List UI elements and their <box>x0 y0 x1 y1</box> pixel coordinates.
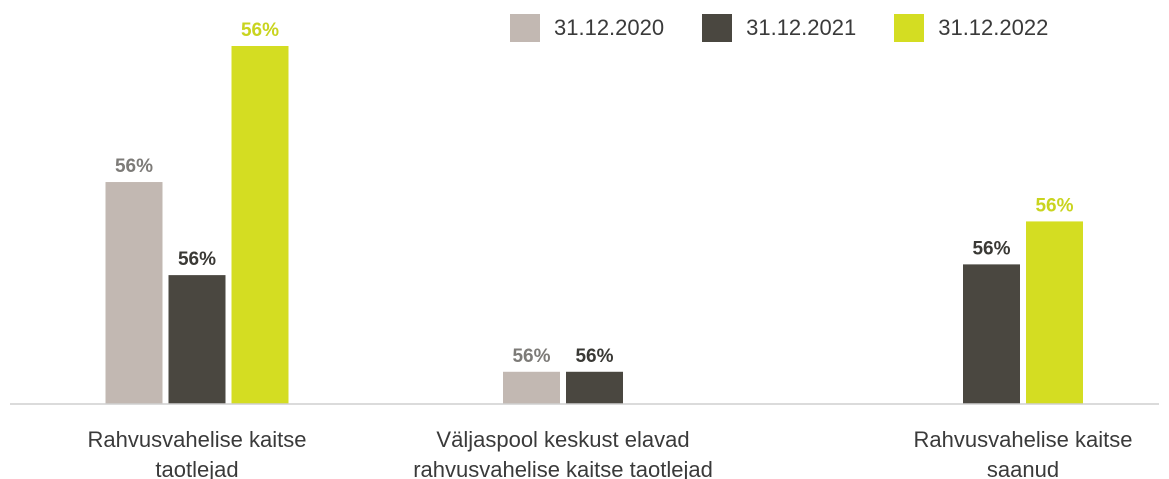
bar-31.12.2022-cat-0 <box>231 46 289 404</box>
data-label-31.12.2021-cat-1: 56% <box>575 346 613 367</box>
data-label-31.12.2021-cat-2: 56% <box>972 238 1010 259</box>
bar-31.12.2021-cat-0 <box>168 275 226 404</box>
bar-31.12.2021-cat-2 <box>963 264 1020 404</box>
legend-swatch-2020 <box>510 14 540 42</box>
bar-31.12.2021-cat-1 <box>566 371 623 404</box>
bars-group: 56% 56% 56% 56% 56% 56% 56% <box>105 20 1083 404</box>
data-label-31.12.2020-cat-0: 56% <box>115 156 153 177</box>
legend-item-2021: 31.12.2021 <box>702 14 856 42</box>
legend-label-2021: 31.12.2021 <box>746 15 857 40</box>
legend-item-2020: 31.12.2020 <box>510 14 664 42</box>
legend-swatch-2021 <box>702 14 733 42</box>
legend-swatch-2022 <box>894 14 925 42</box>
data-label-31.12.2022-cat-2: 56% <box>1035 195 1073 216</box>
category-label-1-line-0: Väljaspool keskust elavad <box>436 427 689 452</box>
category-label-1-line-1: rahvusvahelise kaitse taotlejad <box>413 457 713 479</box>
chart-legend: 31.12.2020 31.12.2021 31.12.2022 <box>510 14 1048 42</box>
legend-item-2022: 31.12.2022 <box>894 14 1048 42</box>
bar-31.12.2022-cat-2 <box>1026 221 1083 404</box>
category-label-2-line-0: Rahvusvahelise kaitse <box>914 427 1133 452</box>
category-label-0-line-0: Rahvusvahelise kaitse <box>88 427 307 452</box>
legend-label-2022: 31.12.2022 <box>938 15 1049 40</box>
data-label-31.12.2021-cat-0: 56% <box>178 249 216 270</box>
category-label-2-line-1: saanud <box>987 457 1059 479</box>
data-label-31.12.2022-cat-0: 56% <box>241 20 279 41</box>
legend-label-2020: 31.12.2020 <box>554 15 665 40</box>
category-label-0-line-1: taotlejad <box>155 457 238 479</box>
data-label-31.12.2020-cat-1: 56% <box>512 346 550 367</box>
category-labels-group: Rahvusvahelise kaitse taotlejad Väljaspool… <box>88 427 1133 479</box>
bar-31.12.2020-cat-1 <box>503 371 560 404</box>
bar-31.12.2020-cat-0 <box>105 182 163 404</box>
